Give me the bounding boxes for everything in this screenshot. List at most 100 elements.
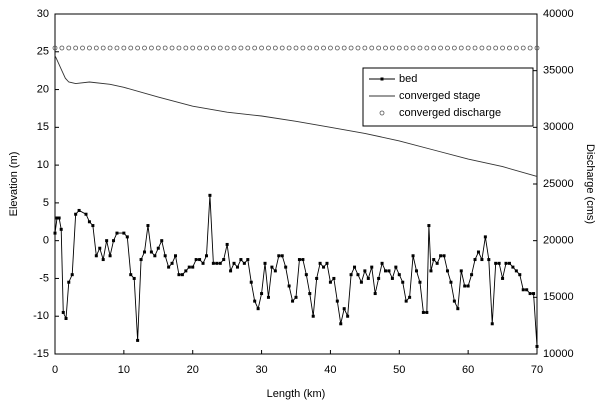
point — [334, 45, 340, 51]
legend-entry: bed — [369, 73, 417, 85]
point — [465, 45, 471, 51]
point — [500, 45, 505, 51]
x-tick-label: 60 — [462, 364, 474, 376]
point — [184, 269, 188, 273]
point — [225, 242, 229, 246]
point — [222, 258, 226, 262]
point — [396, 45, 402, 51]
point — [64, 316, 68, 320]
point — [411, 254, 415, 258]
point — [197, 45, 203, 51]
point — [483, 235, 487, 239]
point — [403, 45, 409, 51]
point — [362, 45, 368, 51]
point — [55, 216, 59, 220]
point — [253, 299, 257, 303]
point — [238, 45, 244, 51]
point — [493, 45, 499, 51]
point — [252, 45, 258, 51]
point — [198, 258, 202, 262]
y-tick-label: 15 — [37, 121, 49, 133]
x-tick-label: 0 — [52, 364, 58, 376]
point — [115, 231, 119, 235]
point — [438, 45, 444, 51]
plot-frame — [54, 13, 538, 355]
point — [346, 314, 350, 318]
point — [183, 45, 189, 51]
point — [342, 307, 346, 311]
point — [162, 45, 168, 51]
point — [122, 231, 126, 235]
point — [107, 45, 113, 51]
point — [272, 45, 278, 51]
point — [70, 273, 74, 277]
point — [121, 45, 127, 51]
point — [383, 45, 388, 51]
point — [348, 45, 354, 51]
y2-axis-label: Discharge (cms) — [584, 144, 596, 224]
point — [431, 45, 437, 51]
point — [525, 288, 529, 292]
point — [160, 239, 164, 243]
point — [204, 45, 209, 51]
point — [363, 269, 367, 273]
point — [155, 45, 161, 51]
point — [87, 45, 92, 51]
point — [246, 258, 250, 262]
point — [535, 344, 539, 348]
point — [180, 273, 184, 277]
point — [61, 310, 65, 314]
point — [369, 45, 375, 51]
point — [232, 261, 236, 265]
point — [270, 265, 274, 269]
point — [527, 45, 533, 51]
point — [490, 322, 494, 326]
point — [143, 250, 147, 254]
point — [518, 273, 522, 277]
point — [125, 235, 129, 239]
point — [218, 261, 222, 265]
point — [139, 258, 143, 262]
point — [105, 239, 109, 243]
point — [376, 45, 382, 51]
point — [273, 269, 277, 273]
point — [170, 261, 174, 265]
point — [328, 45, 333, 51]
point — [112, 239, 116, 243]
point — [266, 45, 271, 51]
point — [217, 45, 223, 51]
point — [520, 45, 526, 51]
y2-tick-label: 40000 — [543, 8, 574, 20]
point — [507, 45, 512, 51]
point — [249, 280, 253, 284]
point — [528, 292, 532, 296]
y2-tick-label: 30000 — [543, 121, 574, 133]
point — [335, 299, 339, 303]
point — [136, 338, 140, 342]
point — [191, 265, 195, 269]
point — [456, 307, 460, 311]
point — [304, 273, 308, 277]
point — [259, 45, 264, 51]
point — [314, 45, 320, 51]
point — [235, 265, 239, 269]
point — [377, 276, 381, 280]
point — [486, 45, 492, 51]
point — [435, 261, 439, 265]
point — [307, 45, 313, 51]
point — [74, 212, 78, 216]
x-tick-label: 50 — [393, 364, 405, 376]
y2-tick-label: 35000 — [543, 65, 574, 77]
point — [429, 269, 433, 273]
point — [98, 246, 102, 250]
point — [187, 265, 191, 269]
point — [201, 261, 205, 265]
y-axis-label: Elevation (m) — [8, 152, 20, 217]
point — [215, 261, 219, 265]
point — [473, 258, 477, 262]
point — [355, 45, 361, 51]
y2-tick-label: 10000 — [543, 348, 574, 360]
point — [424, 45, 430, 51]
point — [532, 292, 536, 296]
point — [387, 269, 391, 273]
